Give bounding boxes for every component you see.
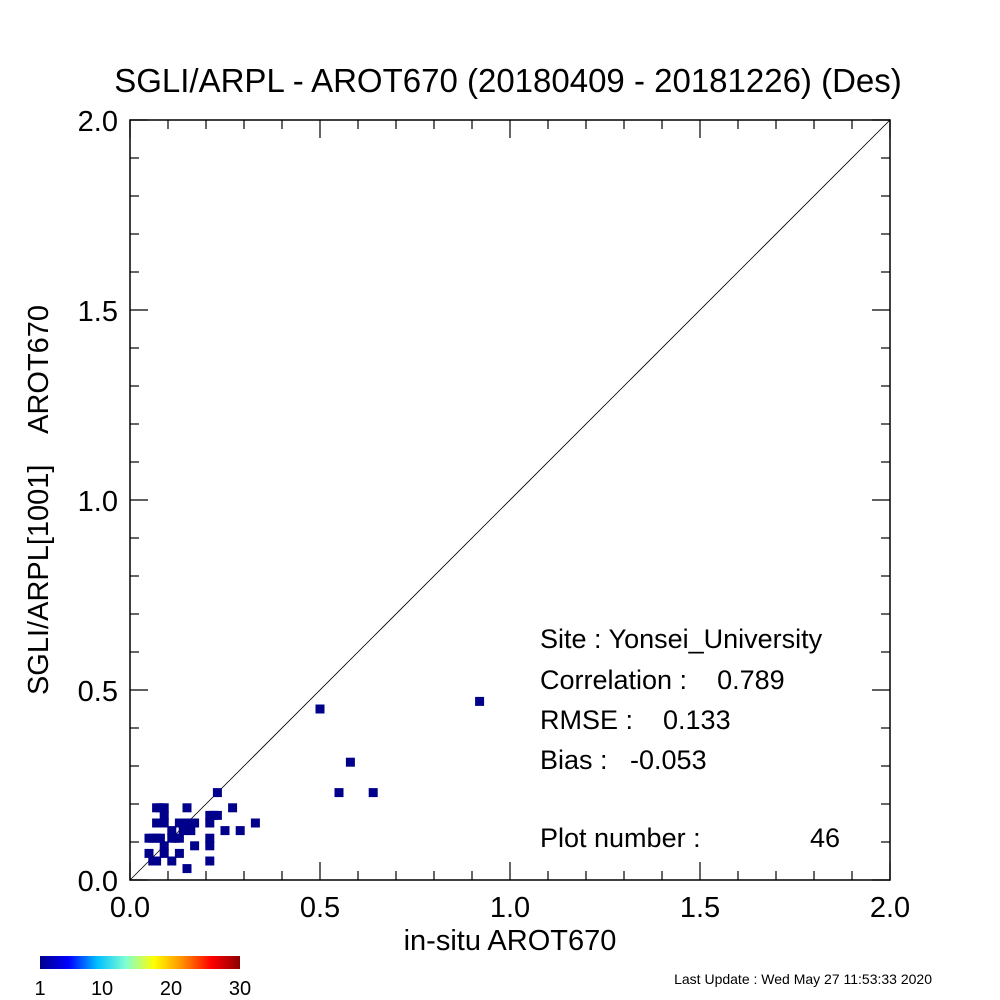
data-point [144, 833, 154, 843]
stat-plot-number-label: Plot number : [540, 823, 701, 853]
data-point [190, 841, 200, 851]
data-point [167, 856, 177, 866]
data-point [174, 848, 184, 858]
data-point [334, 788, 344, 798]
data-point [368, 788, 378, 798]
stat-plot-number-value: 46 [810, 823, 840, 853]
colorbar-tick-label: 1 [34, 978, 45, 1000]
x-tick-label: 1.0 [490, 892, 530, 924]
data-point [167, 826, 177, 836]
data-point [475, 696, 485, 706]
data-point [220, 826, 230, 836]
data-point [178, 826, 188, 836]
data-point [250, 818, 260, 828]
one-to-one-line [129, 119, 891, 881]
data-point [152, 856, 162, 866]
data-point [228, 803, 238, 813]
data-point [159, 848, 169, 858]
colorbar-tick-labels: 1 10 20 30 [34, 978, 251, 1000]
x-tick-label: 1.5 [680, 892, 720, 924]
data-point [144, 848, 154, 858]
last-update: Last Update : Wed May 27 11:53:33 2020 [674, 971, 932, 987]
one-to-one-line-path [129, 119, 891, 881]
x-tick-label: 2.0 [870, 892, 910, 924]
x-tick-label: 0.0 [110, 892, 150, 924]
data-point [182, 803, 192, 813]
data-point [205, 841, 215, 851]
y-tick-label: 2.0 [78, 106, 118, 138]
data-point [159, 803, 169, 813]
data-point [174, 818, 184, 828]
y-tick-label: 0.5 [78, 676, 118, 708]
data-point [174, 833, 184, 843]
data-point [155, 833, 165, 843]
x-axis-label: in-situ AROT670 [404, 925, 617, 957]
y-tick-label: 1.5 [78, 296, 118, 328]
data-point [159, 810, 169, 820]
data-point [182, 864, 192, 874]
data-points [144, 696, 485, 874]
x-tick-labels: 0.0 0.5 1.0 1.5 2.0 [110, 892, 910, 924]
y-tick-label: 0.0 [78, 866, 118, 898]
data-point [205, 856, 215, 866]
data-point [212, 810, 222, 820]
stat-rmse: RMSE : 0.133 [540, 705, 731, 735]
data-point [205, 833, 215, 843]
stat-correlation: Correlation : 0.789 [540, 665, 785, 695]
data-point [159, 841, 169, 851]
data-point [205, 818, 215, 828]
data-point [345, 757, 355, 767]
stat-site: Site : Yonsei_University [540, 624, 823, 654]
data-point [315, 704, 325, 714]
y-axis-label: SGLI/ARPL[1001] AROT670 [23, 305, 55, 695]
y-tick-label: 1.0 [78, 486, 118, 518]
data-point [235, 826, 245, 836]
stat-bias: Bias : -0.053 [540, 745, 707, 775]
colorbar-tick-label: 10 [91, 978, 113, 1000]
data-point [190, 818, 200, 828]
chart-title: SGLI/ARPL - AROT670 (20180409 - 20181226… [114, 62, 902, 99]
y-tick-labels: 0.0 0.5 1.0 1.5 2.0 [78, 106, 118, 898]
colorbar-tick-label: 30 [229, 978, 251, 1000]
colorbar [40, 956, 240, 969]
stats-box: Site : Yonsei_University Correlation : 0… [540, 624, 840, 853]
axis-ticks [129, 119, 891, 881]
data-point [182, 818, 192, 828]
data-point [186, 826, 196, 836]
data-point [152, 818, 162, 828]
colorbar-tick-label: 20 [160, 978, 182, 1000]
data-point [159, 818, 169, 828]
x-tick-label: 0.5 [300, 892, 340, 924]
data-point [212, 788, 222, 798]
